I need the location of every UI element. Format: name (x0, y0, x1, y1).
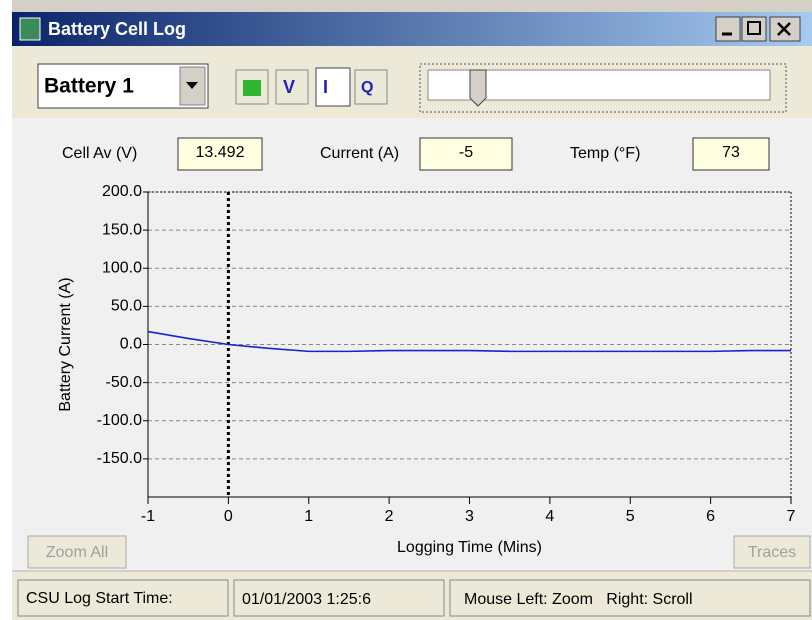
svg-text:I: I (323, 77, 328, 97)
status-text: CSU Log Start Time: (26, 590, 173, 607)
x-tick-label: 0 (224, 508, 233, 525)
traces-button[interactable] (733, 535, 811, 569)
button-label: Zoom All (46, 544, 108, 561)
status-text: 01/01/2003 1:25:6 (242, 591, 371, 608)
data-line (147, 330, 791, 353)
zoom-all-button[interactable] (27, 535, 127, 569)
tool-button[interactable] (315, 67, 351, 107)
slider[interactable] (419, 63, 787, 113)
readout-box (419, 137, 513, 171)
tool-buttons[interactable]: V I Q (235, 67, 388, 107)
y-tick-label: 50.0 (111, 298, 142, 315)
x-tick-label: 4 (545, 508, 554, 525)
readout-value: -5 (459, 144, 473, 161)
x-tick-label: 7 (787, 508, 796, 525)
status-pane (17, 579, 229, 617)
readout-label: Cell Av (V) (62, 145, 137, 162)
tool-button[interactable] (354, 69, 388, 105)
y-tick-label: 150.0 (102, 221, 142, 238)
readout-value: 73 (722, 144, 740, 161)
readout-box (177, 137, 263, 171)
plot: 200.0 150.0 100.0 50.0 0.0 -50.0 -100.0 -150.0 -… (57, 183, 795, 556)
y-tick-label: 200.0 (102, 183, 142, 200)
status-pane (449, 579, 811, 617)
title-bar (12, 12, 812, 46)
maximize[interactable] (741, 16, 767, 42)
svg-text:Q: Q (361, 79, 373, 96)
readout-label: Temp (°F) (570, 145, 640, 162)
svg-text:V: V (283, 77, 295, 97)
app-icon (19, 17, 41, 41)
readout-label: Current (A) (320, 145, 399, 162)
x-tick-label: 3 (465, 508, 474, 525)
y-tick-label: -100.0 (97, 412, 142, 429)
minimize[interactable] (715, 16, 741, 42)
y-tick-label: 100.0 (102, 259, 142, 276)
window-title: Battery Cell Log (48, 19, 186, 39)
dropdown-text: Battery 1 (44, 75, 134, 98)
battery-selector[interactable]: Battery 1 (37, 63, 209, 109)
button-label: Traces (748, 544, 796, 561)
x-tick-label: 2 (385, 508, 394, 525)
left-margin (0, 0, 12, 620)
y-axis-label: Battery Current (A) (57, 277, 74, 411)
tool-button[interactable] (275, 69, 309, 105)
y-tick-label: -50.0 (106, 374, 143, 391)
x-tick-label: -1 (141, 508, 155, 525)
x-axis-label: Logging Time (Mins) (397, 539, 542, 556)
status-text: Mouse Left: Zoom Right: Scroll (464, 591, 693, 608)
y-tick-label: 0.0 (120, 336, 142, 353)
x-tick-label: 6 (706, 508, 715, 525)
y-tick-label: -150.0 (97, 450, 142, 467)
readout-box (692, 137, 770, 171)
x-tick-label: 1 (304, 508, 313, 525)
readouts: Cell Av (V) 13.492 Current (A) -5 Temp (°F) 7… (62, 137, 770, 171)
x-tick-label: 5 (626, 508, 635, 525)
caption-buttons[interactable] (715, 16, 801, 42)
readout-value: 13.492 (196, 144, 245, 161)
slider-thumb[interactable] (469, 69, 487, 107)
status-pane (233, 579, 445, 617)
